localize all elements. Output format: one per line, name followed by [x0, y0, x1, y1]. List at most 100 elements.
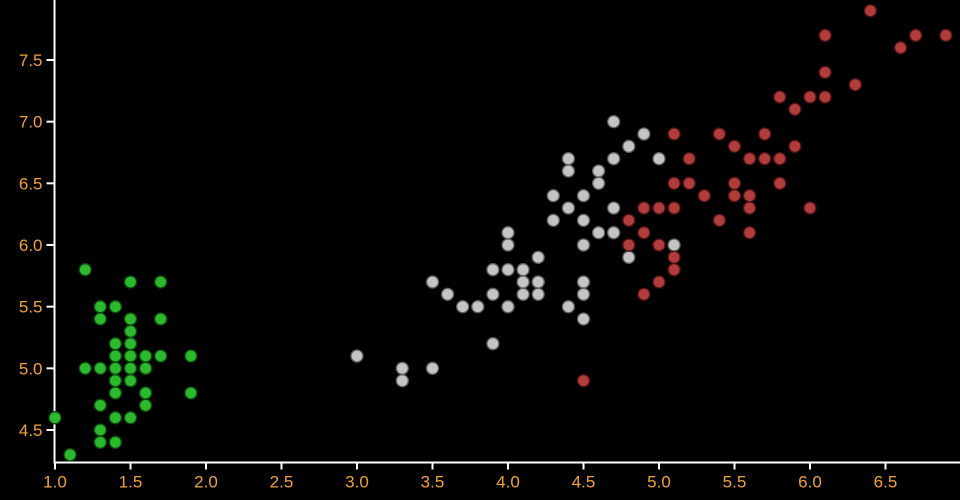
data-point-red — [682, 176, 696, 190]
data-point-gray — [486, 263, 500, 277]
series-gray — [350, 115, 681, 388]
y-tick-label: 5.5 — [19, 298, 43, 317]
data-point-red — [576, 374, 591, 388]
data-point-gray — [652, 152, 666, 166]
data-point-red — [622, 213, 636, 227]
data-point-gray — [486, 337, 500, 351]
data-point-red — [667, 201, 681, 215]
data-point-gray — [576, 189, 591, 203]
data-point-red — [637, 201, 651, 215]
data-point-gray — [546, 213, 560, 227]
data-point-gray — [561, 164, 576, 178]
x-tick-label: 2.5 — [270, 473, 294, 492]
data-point-gray — [456, 300, 470, 314]
x-tick-label: 4.0 — [496, 473, 520, 492]
data-point-green — [138, 349, 153, 363]
data-point-red — [909, 28, 923, 42]
data-point-gray — [501, 226, 515, 240]
data-point-green — [108, 386, 123, 400]
data-point-gray — [471, 300, 485, 314]
data-point-red — [652, 275, 666, 289]
data-point-red — [667, 250, 681, 264]
data-point-gray — [501, 300, 515, 314]
data-point-gray — [607, 226, 621, 240]
x-tick-label: 2.0 — [194, 473, 218, 492]
data-point-gray — [637, 127, 651, 141]
data-point-green — [48, 411, 62, 425]
data-point-gray — [576, 287, 591, 301]
data-point-gray — [501, 238, 515, 252]
data-point-gray — [350, 349, 364, 363]
data-point-red — [758, 152, 772, 166]
data-point-gray — [576, 213, 591, 227]
x-tick-label: 6.5 — [874, 473, 898, 492]
data-point-green — [93, 361, 107, 375]
data-point-red — [788, 102, 802, 116]
data-point-green — [184, 349, 198, 363]
data-point-red — [742, 152, 757, 166]
y-tick-label: 7.0 — [19, 113, 43, 132]
data-point-green — [138, 386, 153, 400]
data-point-red — [622, 238, 636, 252]
data-point-gray — [561, 300, 576, 314]
data-point-red — [682, 152, 696, 166]
data-point-red — [863, 4, 878, 18]
data-point-red — [818, 90, 832, 104]
data-point-red — [803, 90, 817, 104]
data-point-gray — [501, 263, 515, 277]
data-point-red — [727, 189, 742, 203]
data-point-gray — [591, 226, 606, 240]
data-point-green — [93, 398, 107, 412]
data-point-red — [667, 176, 681, 190]
data-point-red — [742, 226, 757, 240]
data-point-gray — [607, 115, 621, 129]
x-tick-label: 3.0 — [345, 473, 369, 492]
x-tick-label: 1.5 — [119, 473, 143, 492]
x-tick-label: 1.0 — [43, 473, 67, 492]
data-point-red — [727, 176, 742, 190]
data-point-gray — [516, 287, 530, 301]
data-point-gray — [591, 164, 606, 178]
data-point-green — [63, 448, 77, 462]
data-point-gray — [576, 275, 591, 289]
data-point-gray — [561, 152, 576, 166]
data-point-red — [637, 287, 651, 301]
y-tick-label: 5.0 — [19, 359, 43, 378]
data-point-green — [108, 337, 123, 351]
data-point-gray — [516, 275, 530, 289]
data-point-gray — [607, 201, 621, 215]
x-tick-label: 5.0 — [647, 473, 671, 492]
data-point-red — [637, 226, 651, 240]
data-point-red — [773, 90, 787, 104]
data-point-red — [727, 139, 742, 153]
data-point-gray — [607, 152, 621, 166]
data-point-gray — [425, 275, 440, 289]
data-point-green — [108, 374, 123, 388]
data-point-red — [788, 139, 802, 153]
data-point-green — [184, 386, 198, 400]
data-point-red — [818, 65, 832, 79]
data-point-green — [154, 312, 168, 326]
data-point-green — [138, 398, 153, 412]
data-point-green — [123, 275, 138, 289]
data-point-green — [108, 300, 123, 314]
data-point-green — [123, 337, 138, 351]
data-point-gray — [576, 238, 591, 252]
data-point-gray — [561, 201, 576, 215]
data-point-red — [697, 189, 711, 203]
data-point-gray — [395, 374, 409, 388]
data-point-green — [93, 423, 107, 437]
data-point-green — [123, 374, 138, 388]
data-point-green — [93, 300, 107, 314]
x-tick-label: 3.5 — [421, 473, 445, 492]
data-point-red — [742, 189, 757, 203]
data-point-gray — [546, 189, 560, 203]
data-point-gray — [591, 176, 606, 190]
data-point-red — [818, 28, 832, 42]
data-point-red — [667, 127, 681, 141]
x-tick-label: 6.0 — [798, 473, 822, 492]
data-point-green — [123, 361, 138, 375]
data-point-green — [123, 324, 138, 338]
data-point-red — [939, 28, 953, 42]
y-tick-label: 7.5 — [19, 51, 43, 70]
